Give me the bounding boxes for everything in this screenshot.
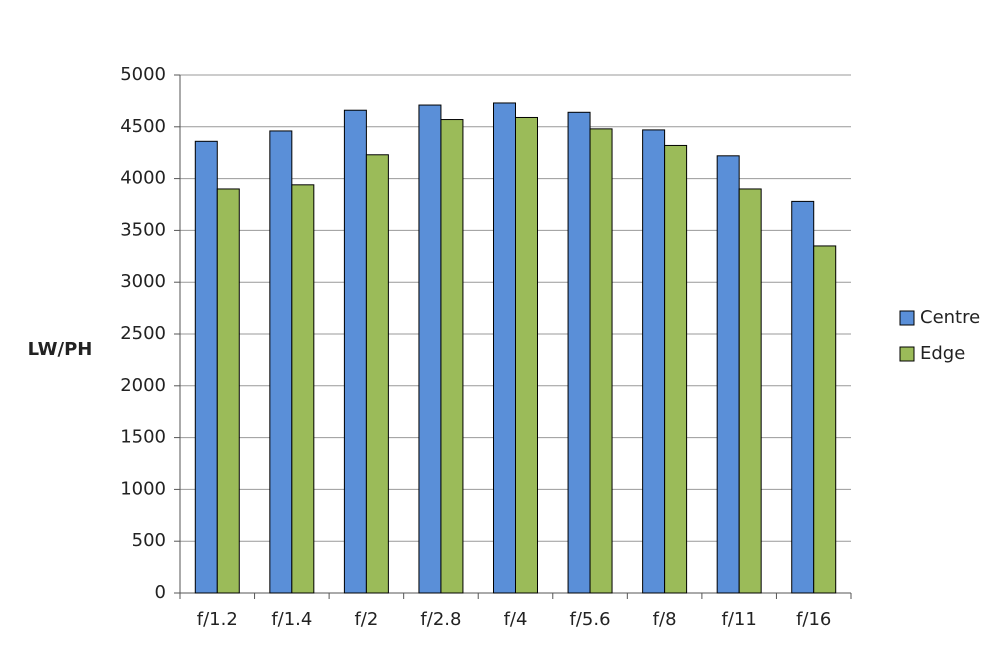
x-tick-label: f/1.4: [271, 609, 312, 630]
y-tick-label: 4000: [120, 168, 166, 189]
y-tick-label: 4500: [120, 116, 166, 137]
bar: [493, 102, 516, 594]
bar: [716, 155, 740, 594]
bar: [365, 154, 389, 594]
y-tick-label: 3000: [120, 271, 166, 292]
bar: [269, 130, 293, 594]
bar: [589, 128, 613, 594]
legend-swatch: [899, 310, 915, 326]
y-tick-label: 2500: [120, 323, 166, 344]
legend-swatch: [899, 346, 915, 362]
x-tick-label: f/4: [504, 609, 528, 630]
y-tick-label: 1500: [120, 427, 166, 448]
x-tick-label: f/16: [796, 609, 831, 630]
bar: [343, 109, 367, 594]
bar: [515, 116, 538, 594]
bar: [642, 129, 666, 594]
y-tick-label: 500: [132, 530, 166, 551]
bar: [813, 245, 837, 594]
y-tick-label: 1000: [120, 478, 166, 499]
x-tick-label: f/5.6: [570, 609, 611, 630]
bar: [418, 104, 442, 594]
bar: [664, 144, 688, 594]
legend-label: Centre: [920, 307, 980, 328]
y-tick-label: 3500: [120, 219, 166, 240]
bar: [216, 188, 240, 594]
x-tick-label: f/1.2: [197, 609, 238, 630]
bar: [440, 119, 464, 594]
bar: [194, 140, 218, 594]
bar: [791, 200, 815, 594]
x-tick-label: f/8: [653, 609, 677, 630]
bar: [291, 184, 315, 594]
legend-label: Edge: [920, 343, 965, 364]
y-axis-label: LW/PH: [28, 339, 93, 360]
bar: [567, 111, 591, 594]
x-tick-label: f/2: [354, 609, 378, 630]
y-tick-label: 2000: [120, 375, 166, 396]
y-tick-label: 0: [155, 582, 166, 603]
x-tick-label: f/2.8: [420, 609, 461, 630]
x-tick-label: f/11: [722, 609, 757, 630]
bar: [738, 188, 762, 594]
y-tick-label: 5000: [120, 64, 166, 85]
